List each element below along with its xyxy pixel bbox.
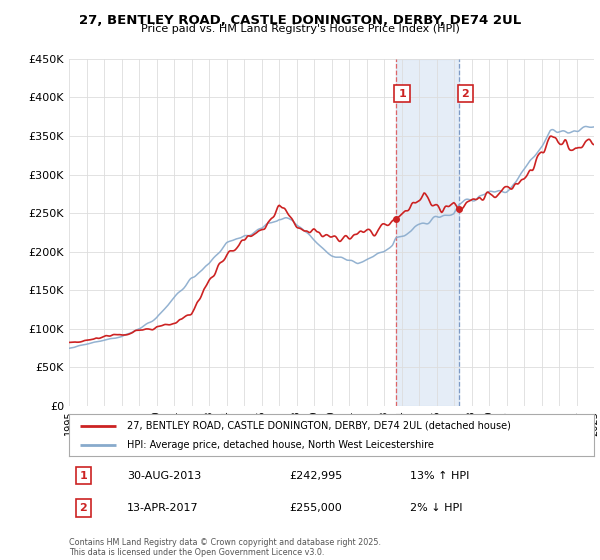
Text: 27, BENTLEY ROAD, CASTLE DONINGTON, DERBY, DE74 2UL (detached house): 27, BENTLEY ROAD, CASTLE DONINGTON, DERB… xyxy=(127,421,511,431)
Text: 13% ↑ HPI: 13% ↑ HPI xyxy=(410,470,470,480)
Text: 2: 2 xyxy=(461,88,469,99)
Text: £242,995: £242,995 xyxy=(290,470,343,480)
Text: 2: 2 xyxy=(79,503,87,513)
Text: £255,000: £255,000 xyxy=(290,503,342,513)
Text: HPI: Average price, detached house, North West Leicestershire: HPI: Average price, detached house, Nort… xyxy=(127,440,434,450)
Bar xyxy=(396,59,459,406)
Text: 1: 1 xyxy=(398,88,406,99)
Text: 1: 1 xyxy=(79,470,87,480)
Text: Price paid vs. HM Land Registry's House Price Index (HPI): Price paid vs. HM Land Registry's House … xyxy=(140,24,460,34)
Text: 2% ↓ HPI: 2% ↓ HPI xyxy=(410,503,463,513)
Text: 27, BENTLEY ROAD, CASTLE DONINGTON, DERBY, DE74 2UL: 27, BENTLEY ROAD, CASTLE DONINGTON, DERB… xyxy=(79,14,521,27)
Text: Contains HM Land Registry data © Crown copyright and database right 2025.
This d: Contains HM Land Registry data © Crown c… xyxy=(69,538,381,557)
Text: 13-APR-2017: 13-APR-2017 xyxy=(127,503,199,513)
Text: 30-AUG-2013: 30-AUG-2013 xyxy=(127,470,201,480)
